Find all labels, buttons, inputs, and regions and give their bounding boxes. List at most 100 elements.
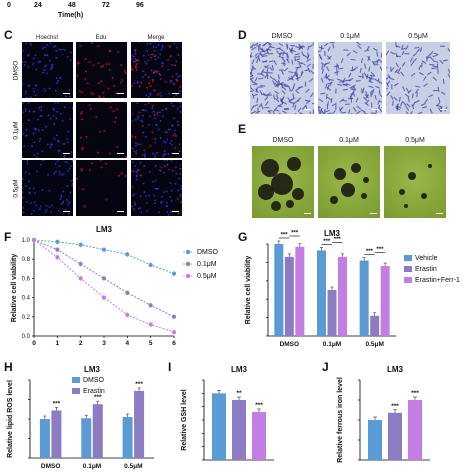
bar-0-0: [274, 244, 284, 336]
series-1-point-3: [102, 276, 106, 281]
sphere: [261, 159, 279, 177]
panel-c-image-r1-c2: [131, 102, 182, 158]
panel-e-image-0: [252, 146, 314, 218]
scale-bar: [63, 92, 70, 94]
sphere: [351, 163, 361, 173]
scale-bar: [117, 92, 124, 94]
panel-c-col-hoechst: Hoechst: [35, 35, 58, 41]
panel-e-image-1: [318, 146, 380, 218]
significance-mark: ***: [391, 403, 399, 410]
legend-label-0: DMSO: [197, 249, 219, 256]
sphere: [421, 193, 427, 199]
sphere: [399, 189, 405, 195]
y-tick-label: 0.6: [22, 276, 31, 282]
significance-mark: ***: [281, 233, 289, 239]
panel-c-image-dots: [76, 160, 127, 208]
series-2-point-1: [55, 255, 60, 260]
y-axis-label: Relative cell viability: [245, 256, 252, 325]
chart-j-ferrous-iron: Relative ferrous iron level LM3 *** ***: [337, 365, 430, 463]
panel-c-image-dots: [22, 160, 73, 215]
bar-0-1: [284, 256, 294, 336]
legend-label-0: Vehicle: [415, 255, 438, 262]
legend-swatch-1: [72, 388, 80, 394]
panel-c-image-r0-c1: [76, 42, 127, 98]
sphere: [330, 196, 338, 204]
category-label-2: 0.5μM: [365, 341, 383, 348]
panel-c-image-dots: [76, 42, 127, 98]
panel-d-col-01: 0.1μM: [340, 33, 360, 40]
category-label-0: DMSO: [280, 341, 300, 348]
series-line-0: [33, 239, 175, 275]
panel-c-image-dots: [22, 102, 73, 158]
panel-c-image-r1-c0: [22, 102, 73, 158]
sphere: [334, 168, 346, 180]
significance-mark: ***: [376, 247, 384, 253]
sphere: [408, 172, 416, 180]
y-tick-label: 0.2: [22, 315, 31, 321]
sphere: [428, 164, 432, 168]
significance-mark: ***: [334, 237, 342, 243]
bar-1-1: [327, 290, 337, 336]
significance-mark: ***: [94, 394, 102, 401]
y-axis-label: Relative GSH level: [181, 389, 188, 451]
series-2-point-6: [172, 330, 176, 335]
series-2-point-4: [125, 312, 130, 317]
legend-swatch-0: [404, 255, 412, 261]
scale-bar: [304, 108, 311, 110]
panel-g-label: G: [238, 230, 248, 244]
panel-c-image-dots: [131, 160, 182, 216]
panel-d-col-05: 0.5μM: [408, 33, 428, 40]
panel-c-image-r2-c1: [76, 160, 127, 216]
panel-c-col-edu: Edu: [95, 35, 107, 41]
scale-bar: [436, 212, 443, 214]
series-1-point-4: [125, 290, 130, 295]
series-0-point-5: [148, 262, 153, 267]
panel-c-image-dots: [131, 42, 182, 98]
series-2-point-0: [32, 238, 36, 242]
top-tick-96: 96: [136, 2, 144, 9]
panel-j-label: J: [322, 360, 329, 374]
panel-e-col-01: 0.1μM: [339, 137, 359, 144]
panel-e-spheres: [258, 157, 304, 211]
y-tick-label: 0.8: [22, 257, 31, 263]
bar-0-2: [295, 246, 305, 336]
y-axis-label: Relative lipid ROS level: [7, 380, 14, 458]
chart-h-lipid-ros: Relative lipid ROS level LM3 DMSO 0.1μM 0.5μ…: [7, 365, 154, 470]
x-tick-label: 2: [79, 340, 83, 347]
series-2-point-3: [102, 295, 106, 300]
category-label-2: 0.5μM: [124, 463, 142, 470]
series-2-point-5: [148, 322, 153, 327]
sphere: [286, 200, 294, 208]
panel-d-stain: [250, 42, 314, 114]
panel-c-row-05: 0.5μM: [12, 179, 20, 198]
panel-e-col-05: 0.5μM: [405, 137, 425, 144]
panel-e-label: E: [238, 122, 247, 136]
bar-2: [408, 400, 422, 460]
y-axis-label: Relative ferrous iron level: [337, 377, 344, 463]
series-0-point-4: [125, 252, 130, 257]
bar-2-1: [134, 390, 145, 458]
chart-f-cell-viability-time: Relative cell viability LM3 0.0 0.2 0.4 0.6 0.…: [11, 225, 219, 347]
scale-bar: [117, 152, 124, 154]
sphere: [271, 173, 293, 195]
series-0-point-6: [172, 271, 176, 276]
series-1-point-2: [78, 262, 83, 266]
scale-bar: [172, 152, 179, 154]
category-label-1: 0.1μM: [83, 463, 101, 470]
panel-h-label: H: [4, 360, 13, 374]
scale-bar: [372, 108, 379, 110]
bar-0: [212, 393, 226, 460]
chart-title: LM3: [96, 225, 113, 234]
category-label-0: DMSO: [41, 463, 61, 470]
sphere: [287, 157, 301, 171]
top-axis-label: Time(h): [58, 12, 84, 19]
series-0-point-3: [102, 247, 106, 252]
bar-1-0: [317, 250, 326, 336]
legend-label-0: DMSO: [83, 377, 105, 384]
scale-bar: [370, 212, 377, 214]
series-0-point-2: [78, 242, 83, 247]
legend-swatch-1: [404, 266, 412, 272]
series-1-point-1: [55, 247, 60, 252]
legend-label-1: Erastin: [415, 266, 437, 273]
